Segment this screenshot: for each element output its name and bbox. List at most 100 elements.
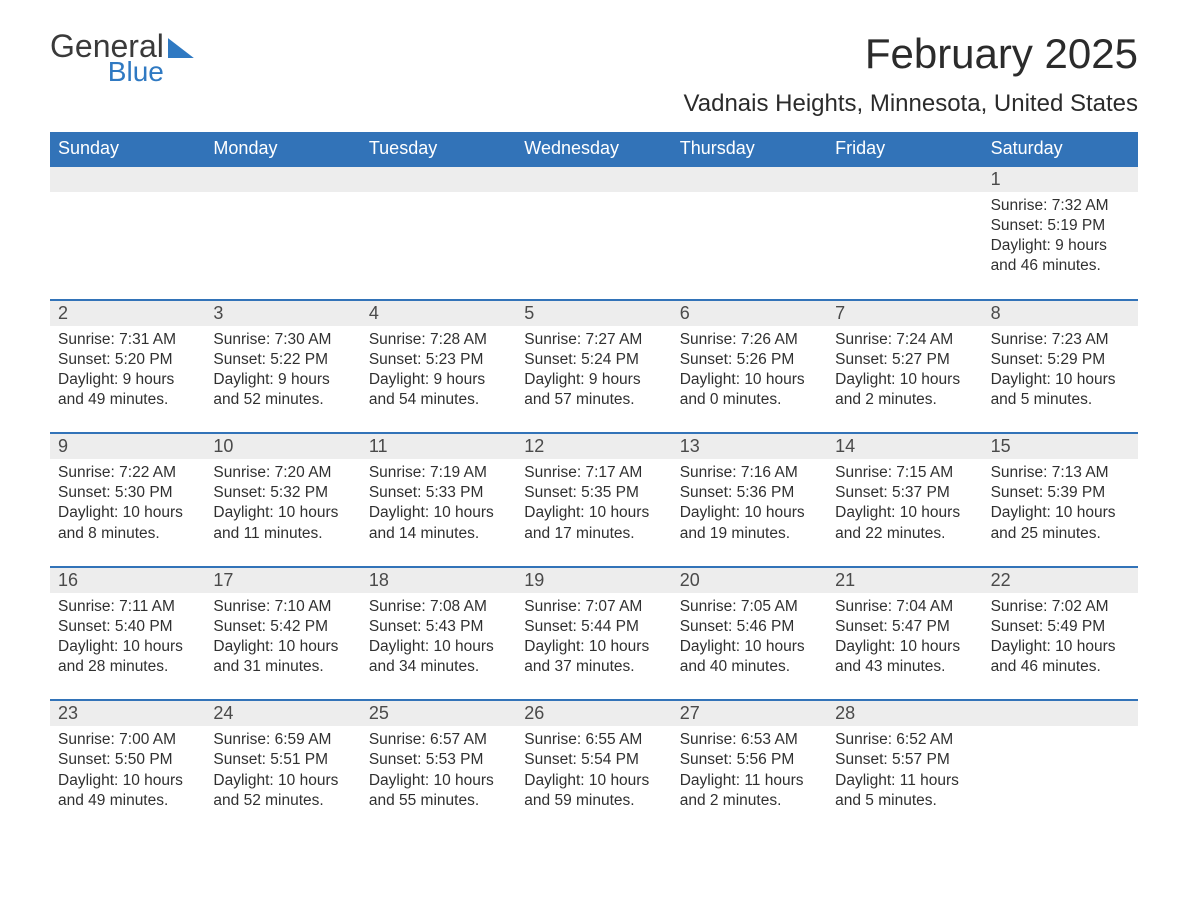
date-number: 14 — [827, 434, 982, 459]
day-cell: Sunrise: 7:20 AMSunset: 5:32 PMDaylight:… — [205, 459, 360, 566]
day-cell — [983, 726, 1138, 833]
daylight-text: Daylight: 9 hours and 54 minutes. — [369, 370, 508, 410]
date-number — [827, 167, 982, 192]
sunset-text: Sunset: 5:56 PM — [680, 750, 819, 770]
date-number: 12 — [516, 434, 671, 459]
sunrise-text: Sunrise: 7:05 AM — [680, 597, 819, 617]
sunrise-text: Sunrise: 7:15 AM — [835, 463, 974, 483]
date-number: 7 — [827, 301, 982, 326]
sunrise-text: Sunrise: 6:53 AM — [680, 730, 819, 750]
date-number — [672, 167, 827, 192]
week-row: 232425262728Sunrise: 7:00 AMSunset: 5:50… — [50, 699, 1138, 833]
date-number: 1 — [983, 167, 1138, 192]
daylight-text: Daylight: 10 hours and 19 minutes. — [680, 503, 819, 543]
date-number: 13 — [672, 434, 827, 459]
sunset-text: Sunset: 5:43 PM — [369, 617, 508, 637]
sunrise-text: Sunrise: 7:04 AM — [835, 597, 974, 617]
date-strip: 9101112131415 — [50, 434, 1138, 459]
week-row: 9101112131415Sunrise: 7:22 AMSunset: 5:3… — [50, 432, 1138, 566]
day-cell: Sunrise: 7:13 AMSunset: 5:39 PMDaylight:… — [983, 459, 1138, 566]
week-row: 1Sunrise: 7:32 AMSunset: 5:19 PMDaylight… — [50, 165, 1138, 299]
sunset-text: Sunset: 5:27 PM — [835, 350, 974, 370]
dow-cell: Wednesday — [516, 132, 671, 165]
day-cell — [50, 192, 205, 299]
daylight-text: Daylight: 10 hours and 52 minutes. — [213, 771, 352, 811]
daylight-text: Daylight: 10 hours and 25 minutes. — [991, 503, 1130, 543]
day-cell: Sunrise: 7:22 AMSunset: 5:30 PMDaylight:… — [50, 459, 205, 566]
sunset-text: Sunset: 5:53 PM — [369, 750, 508, 770]
sunrise-text: Sunrise: 7:17 AM — [524, 463, 663, 483]
sunrise-text: Sunrise: 7:16 AM — [680, 463, 819, 483]
sunrise-text: Sunrise: 6:57 AM — [369, 730, 508, 750]
daylight-text: Daylight: 10 hours and 55 minutes. — [369, 771, 508, 811]
date-number: 3 — [205, 301, 360, 326]
sunset-text: Sunset: 5:30 PM — [58, 483, 197, 503]
day-cell: Sunrise: 7:27 AMSunset: 5:24 PMDaylight:… — [516, 326, 671, 433]
day-cell: Sunrise: 7:30 AMSunset: 5:22 PMDaylight:… — [205, 326, 360, 433]
day-cell: Sunrise: 6:55 AMSunset: 5:54 PMDaylight:… — [516, 726, 671, 833]
daylight-text: Daylight: 10 hours and 31 minutes. — [213, 637, 352, 677]
date-number: 6 — [672, 301, 827, 326]
date-number: 4 — [361, 301, 516, 326]
daylight-text: Daylight: 9 hours and 52 minutes. — [213, 370, 352, 410]
sunrise-text: Sunrise: 7:10 AM — [213, 597, 352, 617]
sunset-text: Sunset: 5:36 PM — [680, 483, 819, 503]
date-number: 10 — [205, 434, 360, 459]
day-cell: Sunrise: 6:57 AMSunset: 5:53 PMDaylight:… — [361, 726, 516, 833]
day-cell — [827, 192, 982, 299]
sunset-text: Sunset: 5:47 PM — [835, 617, 974, 637]
sunrise-text: Sunrise: 7:31 AM — [58, 330, 197, 350]
day-cell — [516, 192, 671, 299]
sunset-text: Sunset: 5:39 PM — [991, 483, 1130, 503]
daylight-text: Daylight: 9 hours and 46 minutes. — [991, 236, 1130, 276]
sunset-text: Sunset: 5:32 PM — [213, 483, 352, 503]
sunset-text: Sunset: 5:42 PM — [213, 617, 352, 637]
dow-cell: Sunday — [50, 132, 205, 165]
sunrise-text: Sunrise: 6:52 AM — [835, 730, 974, 750]
daylight-text: Daylight: 9 hours and 49 minutes. — [58, 370, 197, 410]
day-cell: Sunrise: 7:28 AMSunset: 5:23 PMDaylight:… — [361, 326, 516, 433]
date-number: 28 — [827, 701, 982, 726]
sunset-text: Sunset: 5:44 PM — [524, 617, 663, 637]
sunrise-text: Sunrise: 7:13 AM — [991, 463, 1130, 483]
date-strip: 16171819202122 — [50, 568, 1138, 593]
sunrise-text: Sunrise: 7:07 AM — [524, 597, 663, 617]
day-cell: Sunrise: 6:52 AMSunset: 5:57 PMDaylight:… — [827, 726, 982, 833]
date-number: 2 — [50, 301, 205, 326]
week-row: 2345678Sunrise: 7:31 AMSunset: 5:20 PMDa… — [50, 299, 1138, 433]
day-cell: Sunrise: 6:59 AMSunset: 5:51 PMDaylight:… — [205, 726, 360, 833]
logo-text: General Blue — [50, 30, 164, 86]
dow-cell: Monday — [205, 132, 360, 165]
dow-cell: Tuesday — [361, 132, 516, 165]
day-cell: Sunrise: 7:17 AMSunset: 5:35 PMDaylight:… — [516, 459, 671, 566]
sunset-text: Sunset: 5:22 PM — [213, 350, 352, 370]
day-cell: Sunrise: 7:15 AMSunset: 5:37 PMDaylight:… — [827, 459, 982, 566]
date-number — [361, 167, 516, 192]
date-number — [205, 167, 360, 192]
sunset-text: Sunset: 5:49 PM — [991, 617, 1130, 637]
dow-cell: Thursday — [672, 132, 827, 165]
sunset-text: Sunset: 5:57 PM — [835, 750, 974, 770]
sunset-text: Sunset: 5:51 PM — [213, 750, 352, 770]
day-cell: Sunrise: 7:11 AMSunset: 5:40 PMDaylight:… — [50, 593, 205, 700]
sunset-text: Sunset: 5:24 PM — [524, 350, 663, 370]
title-group: February 2025 Vadnais Heights, Minnesota… — [684, 30, 1138, 118]
sunrise-text: Sunrise: 7:20 AM — [213, 463, 352, 483]
logo: General Blue — [50, 30, 194, 86]
day-cell: Sunrise: 7:26 AMSunset: 5:26 PMDaylight:… — [672, 326, 827, 433]
date-number: 24 — [205, 701, 360, 726]
date-number: 18 — [361, 568, 516, 593]
sunset-text: Sunset: 5:40 PM — [58, 617, 197, 637]
sunrise-text: Sunrise: 6:59 AM — [213, 730, 352, 750]
sunrise-text: Sunrise: 7:27 AM — [524, 330, 663, 350]
sunrise-text: Sunrise: 7:30 AM — [213, 330, 352, 350]
daylight-text: Daylight: 10 hours and 14 minutes. — [369, 503, 508, 543]
sunset-text: Sunset: 5:20 PM — [58, 350, 197, 370]
day-cell: Sunrise: 7:02 AMSunset: 5:49 PMDaylight:… — [983, 593, 1138, 700]
date-number: 26 — [516, 701, 671, 726]
dow-cell: Saturday — [983, 132, 1138, 165]
sunrise-text: Sunrise: 7:02 AM — [991, 597, 1130, 617]
header: General Blue February 2025 Vadnais Heigh… — [50, 30, 1138, 118]
date-number: 19 — [516, 568, 671, 593]
date-strip: 2345678 — [50, 301, 1138, 326]
